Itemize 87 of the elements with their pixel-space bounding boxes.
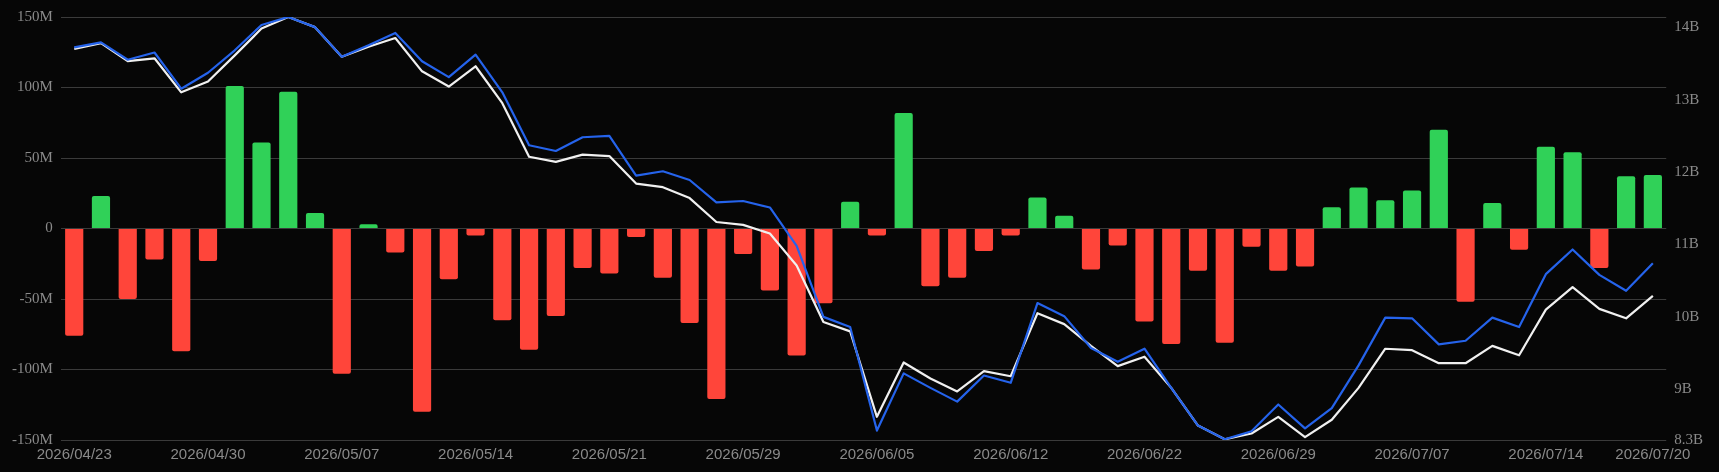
bar <box>412 229 432 412</box>
bar <box>65 229 84 336</box>
bar <box>305 212 325 228</box>
bar <box>1188 229 1208 271</box>
bar <box>1563 152 1582 228</box>
bar <box>359 224 378 228</box>
bar <box>91 196 111 228</box>
bar <box>867 229 887 236</box>
bar <box>1349 187 1368 228</box>
y2-tick-label: 12B <box>1674 162 1700 179</box>
y-tick-label: 100M <box>16 78 53 95</box>
bar <box>760 229 779 291</box>
bar <box>1081 229 1101 270</box>
x-tick-label: 2026/06/22 <box>1106 445 1183 463</box>
bar <box>386 229 405 253</box>
bar <box>787 229 806 356</box>
bar <box>1643 174 1662 228</box>
bar <box>680 229 699 323</box>
x-tick-label: 2026/05/29 <box>705 445 781 463</box>
bar <box>439 229 458 280</box>
bar <box>145 229 164 260</box>
bar <box>653 229 672 278</box>
y2-tick-label: 10B <box>1674 307 1700 324</box>
bar <box>1295 229 1315 267</box>
x-tick-label: 2026/06/05 <box>839 445 915 463</box>
bar <box>466 229 485 236</box>
y2-tick-label: 13B <box>1674 90 1700 107</box>
bar <box>493 229 512 321</box>
bar <box>894 112 913 228</box>
bar <box>1536 146 1555 228</box>
bar <box>252 142 271 228</box>
bar <box>1483 203 1502 228</box>
bar <box>1402 190 1422 228</box>
x-tick-label: 2026/04/30 <box>170 445 246 463</box>
bar <box>841 201 860 228</box>
bar <box>573 229 592 268</box>
bar <box>627 229 646 237</box>
bar <box>332 229 351 374</box>
bar <box>600 229 619 274</box>
bar <box>1376 200 1395 228</box>
y-tick-label: -50M <box>19 289 53 306</box>
y2-tick-label: 14B <box>1674 18 1700 35</box>
x-tick-label: 2026/05/14 <box>438 445 514 463</box>
bar <box>225 86 244 228</box>
bar <box>1269 229 1288 271</box>
x-tick-label: 2026/07/14 <box>1508 445 1584 463</box>
x-tick-label: 2026/05/21 <box>571 445 647 463</box>
x-tick-label: 2026/05/07 <box>304 445 380 463</box>
bar <box>814 229 833 304</box>
y-tick-label: -150M <box>11 430 53 447</box>
y-tick-label: -100M <box>11 360 53 377</box>
y-tick-label: 0 <box>45 219 53 236</box>
x-tick-label: 2026/06/12 <box>973 445 1049 463</box>
bar <box>948 229 967 278</box>
bar <box>1242 229 1261 247</box>
bar <box>1215 229 1234 343</box>
y-tick-label: 50M <box>24 148 53 165</box>
y2-tick-label: 9B <box>1674 380 1692 397</box>
y-tick-label: 150M <box>16 7 53 24</box>
bar <box>1108 229 1127 246</box>
x-tick-label: 2026/04/23 <box>36 445 112 463</box>
x-tick-label: 2026/06/29 <box>1240 445 1316 463</box>
bar <box>546 229 565 316</box>
bar <box>974 229 994 252</box>
bar <box>279 91 298 228</box>
bar <box>1322 207 1341 228</box>
y2-tick-label: 8.3B <box>1674 430 1704 447</box>
bar <box>519 229 539 350</box>
bar <box>1135 229 1154 322</box>
bar <box>1028 197 1047 228</box>
bar <box>1429 129 1448 228</box>
bar <box>1001 229 1020 236</box>
bar <box>734 229 753 254</box>
bar <box>1162 229 1181 345</box>
bar <box>1590 229 1609 268</box>
bar <box>198 229 218 261</box>
bar <box>1055 215 1074 228</box>
bar <box>118 229 137 299</box>
x-tick-label: 2026/07/07 <box>1374 445 1450 463</box>
bar <box>172 229 191 352</box>
y2-tick-label: 11B <box>1674 235 1699 252</box>
x-tick-label: 2026/07/20 <box>1615 445 1691 463</box>
bar <box>1617 176 1636 228</box>
bar <box>1456 229 1475 302</box>
bar <box>1509 229 1529 250</box>
bar <box>707 229 726 400</box>
bar <box>921 229 940 287</box>
